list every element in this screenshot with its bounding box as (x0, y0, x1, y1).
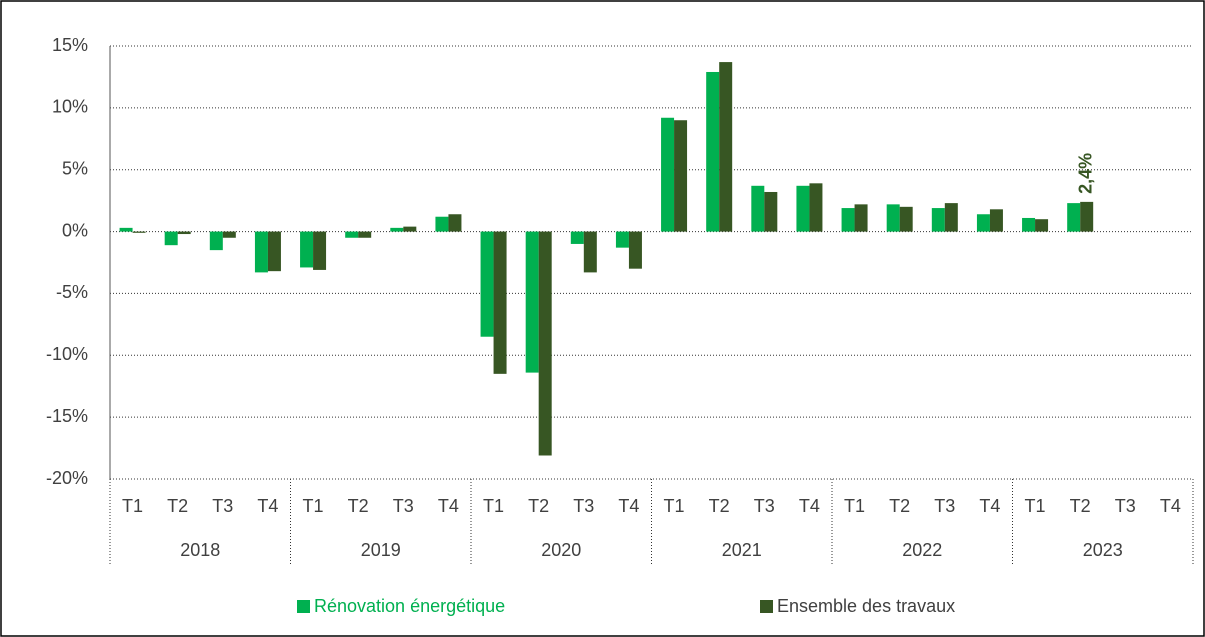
bar (764, 191, 778, 232)
y-tick-label: 10% (52, 97, 88, 117)
x-tick-label: T4 (799, 496, 820, 516)
data-label: 2,4% (1075, 153, 1095, 194)
bar (899, 206, 913, 232)
bar (358, 231, 372, 238)
bar (480, 231, 494, 337)
bar (583, 231, 597, 273)
bar (164, 231, 178, 246)
bar (525, 231, 539, 373)
x-tick-label: T3 (1115, 496, 1136, 516)
x-tick-label: T2 (1070, 496, 1091, 516)
bar (448, 214, 462, 232)
year-label: 2022 (902, 540, 942, 560)
bar (538, 231, 552, 456)
y-tick-label: -15% (46, 406, 88, 426)
x-tick-label: T3 (212, 496, 233, 516)
bar (661, 117, 675, 232)
bar (493, 231, 507, 374)
bar (854, 204, 868, 232)
bar (132, 231, 146, 233)
bar (615, 231, 629, 248)
bar (931, 208, 945, 232)
y-tick-label: 15% (52, 35, 88, 55)
x-tick-label: T3 (573, 496, 594, 516)
bar (719, 62, 733, 232)
x-tick-label: T4 (1160, 496, 1181, 516)
y-tick-label: -10% (46, 344, 88, 364)
bar (1035, 219, 1049, 232)
year-label: 2021 (722, 540, 762, 560)
bar (989, 209, 1003, 232)
y-tick-label: -5% (56, 282, 88, 302)
bar (1022, 217, 1036, 232)
y-tick-label: -20% (46, 468, 88, 488)
x-tick-label: T4 (618, 496, 639, 516)
bar (345, 231, 359, 238)
legend-swatch (760, 600, 773, 613)
bar (628, 231, 642, 269)
x-tick-label: T2 (889, 496, 910, 516)
x-tick-label: T2 (709, 496, 730, 516)
x-tick-label: T3 (393, 496, 414, 516)
legend-label: Rénovation énergétique (314, 596, 505, 616)
bar (886, 204, 900, 232)
x-tick-label: T4 (979, 496, 1000, 516)
y-tick-label: 5% (62, 158, 88, 178)
bar (944, 203, 958, 232)
bar (390, 227, 404, 232)
bar (435, 216, 449, 232)
bar (177, 231, 191, 235)
x-tick-label: T2 (348, 496, 369, 516)
x-tick-label: T1 (844, 496, 865, 516)
year-label: 2023 (1083, 540, 1123, 560)
bar (796, 185, 810, 232)
bar (267, 231, 281, 272)
bar (976, 214, 990, 232)
x-tick-label: T3 (754, 496, 775, 516)
bar (119, 227, 133, 232)
legend-label: Ensemble des travaux (777, 596, 955, 616)
bar (313, 231, 327, 270)
bar (222, 231, 236, 238)
x-tick-label: T1 (483, 496, 504, 516)
year-label: 2020 (541, 540, 581, 560)
x-tick-label: T4 (438, 496, 459, 516)
bar (570, 231, 584, 244)
legend-swatch (297, 600, 310, 613)
x-tick-label: T3 (934, 496, 955, 516)
x-tick-label: T2 (528, 496, 549, 516)
x-tick-label: T2 (167, 496, 188, 516)
bar (403, 226, 417, 232)
bar (209, 231, 223, 251)
bar (1080, 201, 1094, 232)
bar (1067, 203, 1081, 232)
bar (841, 208, 855, 232)
year-label: 2018 (180, 540, 220, 560)
x-tick-label: T4 (257, 496, 278, 516)
bar (254, 231, 268, 273)
bar (809, 183, 823, 232)
x-tick-label: T1 (1025, 496, 1046, 516)
year-label: 2019 (361, 540, 401, 560)
bar (300, 231, 314, 268)
y-tick-label: 0% (62, 220, 88, 240)
bar (674, 120, 688, 232)
bar (706, 71, 720, 232)
bar (751, 185, 765, 232)
x-tick-label: T1 (303, 496, 324, 516)
x-tick-label: T1 (664, 496, 685, 516)
x-tick-label: T1 (122, 496, 143, 516)
